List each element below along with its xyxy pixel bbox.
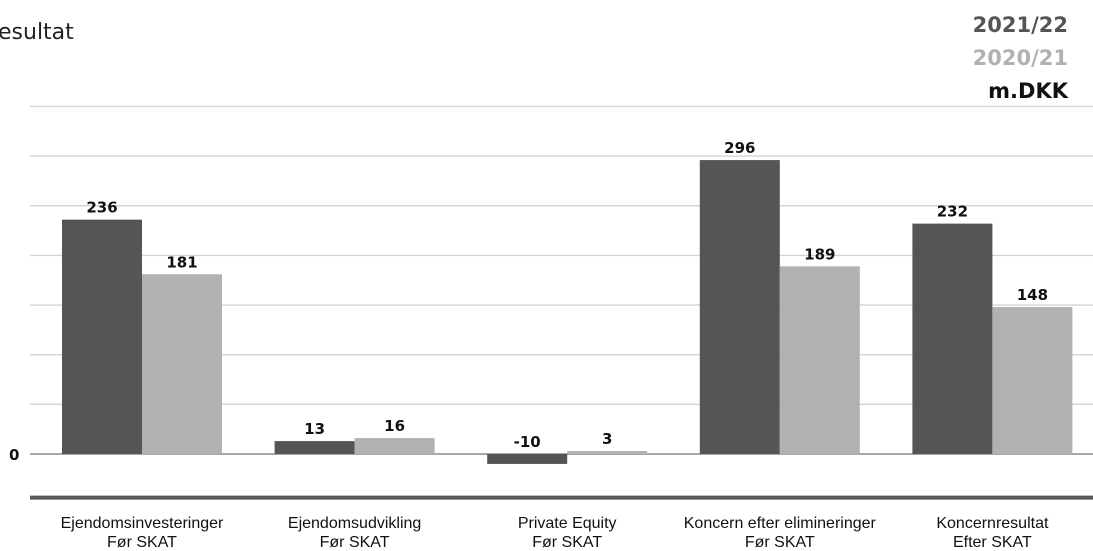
unit-label: m.DKK — [988, 79, 1069, 103]
zero-axis-label: 0 — [9, 446, 19, 464]
data-label: 13 — [304, 420, 325, 438]
chart-title: esultat — [0, 20, 74, 45]
category-sublabel: Efter SKAT — [953, 534, 1032, 551]
data-label: 232 — [937, 203, 968, 221]
category-sublabel: Før SKAT — [532, 534, 602, 551]
category-label: Ejendomsinvesteringer — [61, 515, 224, 532]
data-label: 16 — [384, 417, 405, 435]
legend-series-1: 2021/22 — [973, 13, 1068, 37]
bar-series-1 — [274, 441, 355, 454]
legend-series-2: 2020/21 — [973, 46, 1068, 70]
bar-series-2 — [354, 438, 435, 454]
bar-series-2 — [142, 274, 222, 454]
bar-series-1 — [62, 219, 142, 454]
data-label: 189 — [804, 245, 835, 263]
data-label: 181 — [166, 253, 197, 271]
data-label: 3 — [602, 430, 612, 448]
bar-series-1 — [699, 160, 780, 454]
category-sublabel: Før SKAT — [745, 534, 815, 551]
bar-series-1 — [487, 454, 568, 464]
category-label: Ejendomsudvikling — [288, 515, 421, 532]
category-labels: Ejendomsinvesteringer Før SKAT Ejendomsudv… — [61, 515, 1049, 551]
category-sublabel: Før SKAT — [320, 534, 390, 551]
category-label: Koncernresultat — [936, 515, 1049, 532]
category-sublabel: Før SKAT — [107, 534, 177, 551]
bar-series-1 — [912, 223, 993, 454]
bars — [62, 160, 1073, 464]
bar-series-2 — [567, 451, 648, 454]
category-label: Private Equity — [518, 515, 617, 532]
bar-series-2 — [992, 307, 1073, 454]
value-labels: 236 181 13 16 -10 3 296 189 232 148 — [86, 139, 1048, 451]
data-label: 296 — [724, 139, 755, 157]
category-label: Koncern efter elimineringer — [684, 515, 877, 532]
data-label: 148 — [1017, 286, 1048, 304]
data-label: 236 — [86, 199, 117, 217]
bar-series-2 — [779, 266, 860, 454]
data-label: -10 — [514, 433, 541, 451]
